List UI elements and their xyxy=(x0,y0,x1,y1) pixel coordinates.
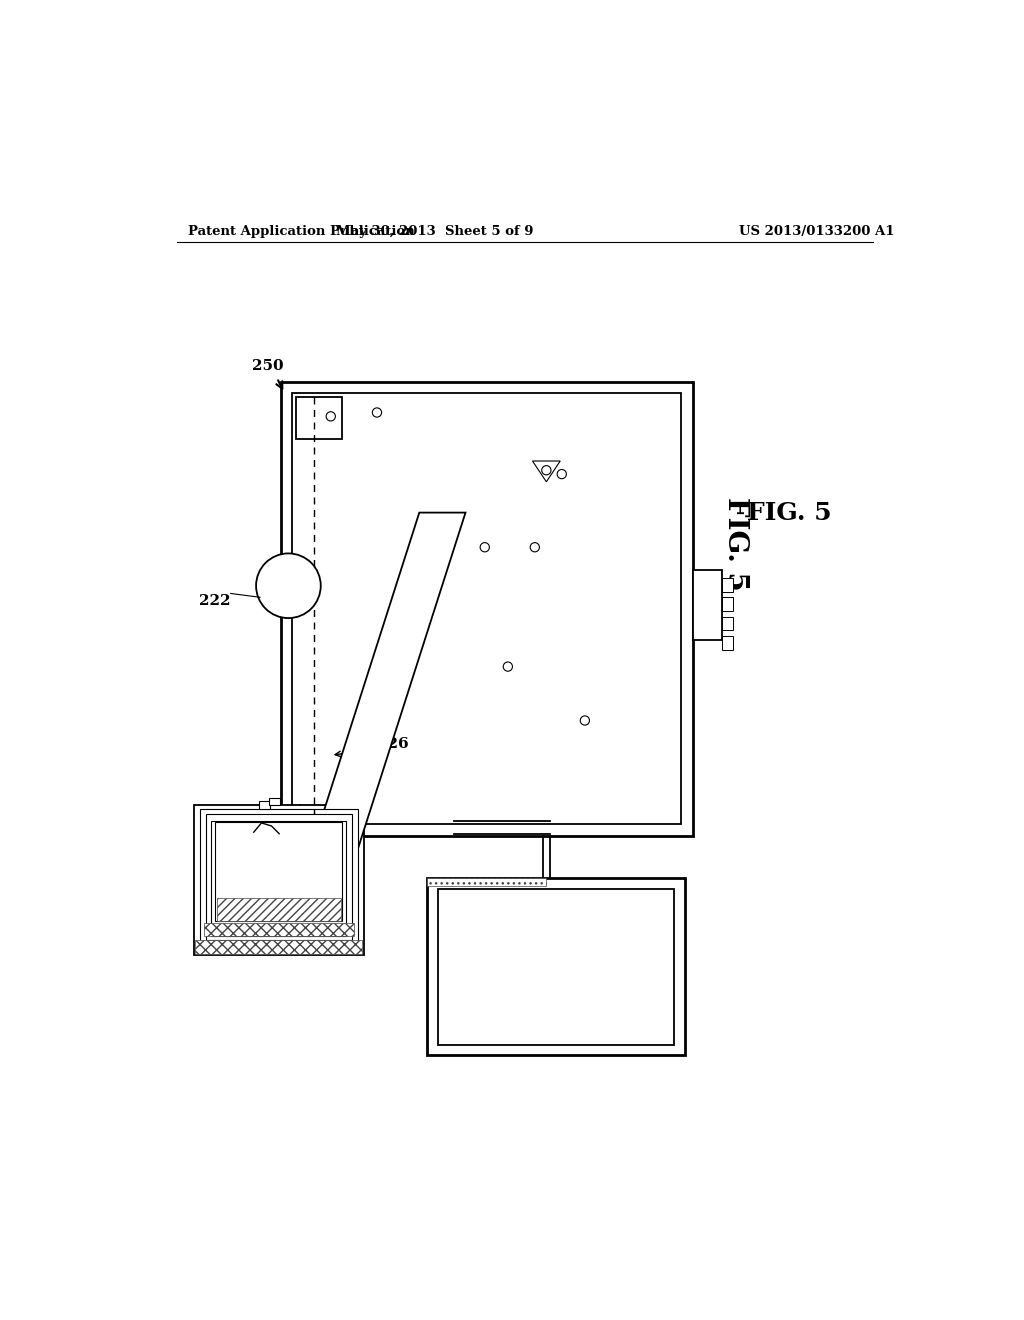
Circle shape xyxy=(480,543,489,552)
Bar xyxy=(427,878,547,886)
Text: Patent Application Publication: Patent Application Publication xyxy=(188,224,415,238)
Text: 222: 222 xyxy=(199,594,230,609)
Text: 226: 226 xyxy=(377,737,409,751)
Bar xyxy=(200,809,357,948)
Circle shape xyxy=(542,466,551,475)
Circle shape xyxy=(256,553,321,618)
Bar xyxy=(194,805,364,956)
Bar xyxy=(196,940,362,954)
Text: FIG. 5: FIG. 5 xyxy=(746,500,831,524)
Bar xyxy=(206,814,351,940)
Bar xyxy=(296,397,342,440)
Bar xyxy=(215,822,342,921)
Circle shape xyxy=(581,715,590,725)
Bar xyxy=(211,821,346,936)
Bar xyxy=(692,570,722,640)
Polygon shape xyxy=(532,461,560,482)
Bar xyxy=(259,801,270,809)
Text: US 2013/0133200 A1: US 2013/0133200 A1 xyxy=(739,224,894,238)
Circle shape xyxy=(326,412,336,421)
Bar xyxy=(722,597,733,611)
Bar xyxy=(722,636,733,649)
Bar xyxy=(204,923,354,936)
Bar xyxy=(281,381,692,836)
Text: 250: 250 xyxy=(252,359,284,374)
Bar xyxy=(722,578,733,591)
Bar xyxy=(217,898,341,921)
Text: FIG. 5: FIG. 5 xyxy=(722,498,749,591)
Bar xyxy=(269,797,280,805)
Circle shape xyxy=(373,408,382,417)
Circle shape xyxy=(530,543,540,552)
Bar xyxy=(722,616,733,631)
Bar xyxy=(292,393,681,825)
Bar xyxy=(438,890,674,1044)
Text: May 30, 2013  Sheet 5 of 9: May 30, 2013 Sheet 5 of 9 xyxy=(336,224,534,238)
Polygon shape xyxy=(296,512,466,898)
Circle shape xyxy=(503,663,512,672)
Bar xyxy=(427,878,685,1056)
Circle shape xyxy=(557,470,566,479)
